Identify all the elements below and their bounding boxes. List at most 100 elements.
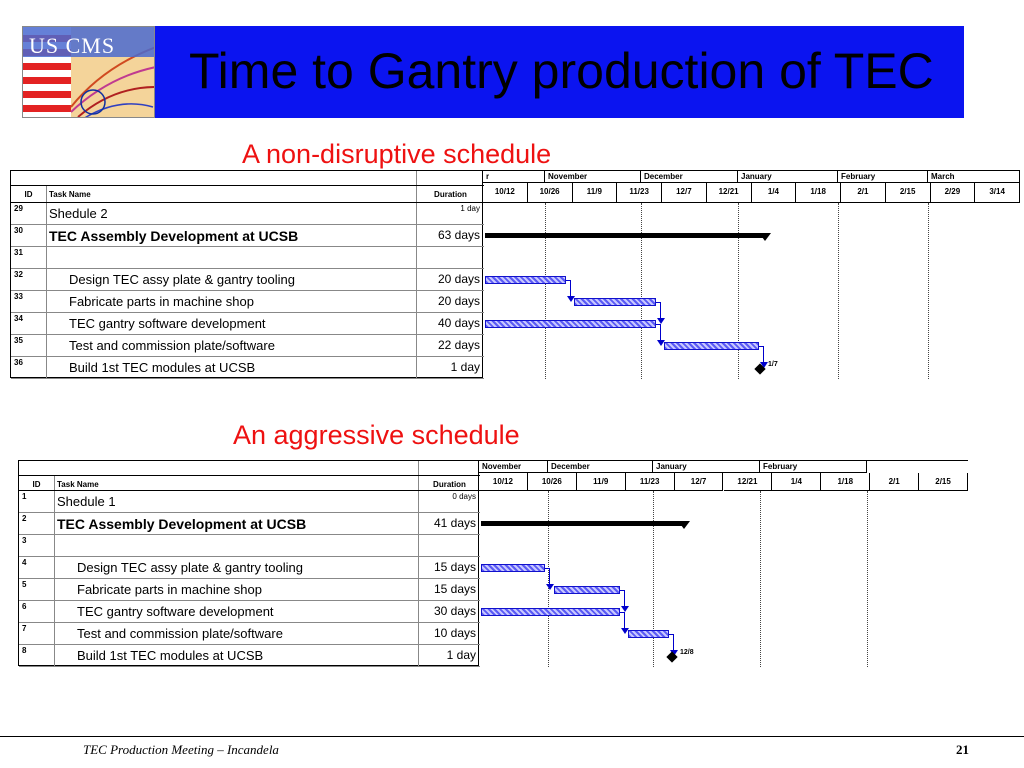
week-header: 1/4	[751, 183, 797, 203]
summary-bar-end	[678, 521, 690, 529]
dependency-arrow	[546, 584, 554, 590]
week-header: 11/23	[617, 183, 662, 203]
month-header: January	[738, 171, 838, 183]
task-bar	[481, 608, 620, 616]
task-name: Build 1st TEC modules at UCSB	[55, 645, 419, 666]
task-name: Test and commission plate/software	[47, 335, 417, 356]
month-gridline	[760, 491, 761, 667]
week-header: 10/26	[527, 473, 577, 491]
week-header: 2/29	[930, 183, 976, 203]
task-id: 29	[11, 203, 47, 224]
title-banner: Time to Gantry production of TEC	[155, 26, 964, 118]
task-id: 8	[19, 645, 55, 666]
month-header: February	[760, 461, 867, 473]
task-duration: 30 days	[433, 604, 476, 618]
timeline-area: November December January February 10/12 10/2…	[479, 460, 968, 667]
week-header: 2/15	[885, 183, 931, 203]
logo-text: US CMS	[29, 33, 116, 58]
table-row: 6 TEC gantry software development 30 days	[19, 601, 480, 623]
dependency-link	[545, 568, 550, 569]
slide-title: Time to Gantry production of TEC	[189, 43, 934, 99]
task-duration: 20 days	[437, 272, 480, 286]
dependency-link	[570, 280, 571, 300]
dependency-link	[656, 324, 661, 325]
dependency-link	[759, 346, 764, 347]
table-row: 2 TEC Assembly Development at UCSB 41 days	[19, 513, 480, 535]
header-top-band	[19, 461, 419, 475]
month-header: November	[479, 461, 548, 473]
task-name: TEC gantry software development	[55, 601, 419, 622]
task-name: Fabricate parts in machine shop	[47, 291, 417, 312]
table-row: 3	[19, 535, 480, 557]
summary-bar	[485, 233, 765, 238]
week-header: 2/1	[841, 183, 886, 203]
month-header: r	[483, 171, 545, 183]
task-name: Shedule 2	[47, 203, 417, 224]
week-header: 12/7	[674, 473, 724, 491]
summary-bar	[481, 521, 684, 526]
table-row: 5 Fabricate parts in machine shop 15 days	[19, 579, 480, 601]
task-duration: 40 days	[437, 316, 480, 330]
task-id: 30	[11, 225, 47, 246]
dependency-link	[624, 590, 625, 610]
dependency-link	[566, 280, 571, 281]
month-gridline	[838, 203, 839, 379]
dependency-link	[656, 302, 661, 303]
task-name: Design TEC assy plate & gantry tooling	[47, 269, 417, 290]
task-id: 7	[19, 623, 55, 644]
dependency-arrow	[567, 296, 575, 302]
task-duration: 63 days	[437, 228, 480, 242]
dependency-arrow	[760, 362, 768, 368]
dependency-link	[660, 324, 661, 344]
task-duration: 0 days	[452, 492, 476, 501]
dependency-link	[624, 612, 625, 632]
month-gridline	[545, 203, 546, 379]
task-id: 6	[19, 601, 55, 622]
task-id: 33	[11, 291, 47, 312]
week-header: 10/26	[527, 183, 573, 203]
table-row: 29 Shedule 2 1 day	[11, 203, 484, 225]
month-header: March	[928, 171, 1020, 183]
dependency-link	[549, 568, 550, 588]
task-duration: 20 days	[437, 294, 480, 308]
month-gridline	[548, 491, 549, 667]
table-row: 8 Build 1st TEC modules at UCSB 1 day	[19, 645, 480, 667]
task-bar	[554, 586, 620, 594]
task-bar	[485, 320, 656, 328]
timeline-area: r November December January February March 10/…	[483, 170, 1020, 379]
week-header: 1/18	[796, 183, 841, 203]
footer-text: TEC Production Meeting – Incandela	[83, 742, 279, 757]
week-header: 2/1	[870, 473, 920, 491]
task-table-header: ID Task Name Duration	[11, 185, 484, 203]
task-bar	[485, 276, 566, 284]
month-gridline	[653, 491, 654, 667]
task-duration: 10 days	[433, 626, 476, 640]
schedule-2-heading: An aggressive schedule	[233, 420, 520, 450]
summary-bar-end	[759, 233, 771, 241]
page-number: 21	[956, 742, 969, 757]
dependency-link	[620, 612, 625, 613]
month-header: December	[548, 461, 653, 473]
dependency-link	[620, 590, 625, 591]
task-duration	[419, 535, 480, 556]
header-id: ID	[19, 476, 55, 490]
table-row: 30 TEC Assembly Development at UCSB 63 day…	[11, 225, 484, 247]
week-header: 12/21	[706, 183, 752, 203]
us-cms-logo: US CMS	[22, 26, 155, 118]
month-gridline	[928, 203, 929, 379]
week-header: 2/15	[919, 473, 968, 491]
month-header: January	[653, 461, 760, 473]
week-header: 1/4	[772, 473, 822, 491]
week-header: 10/12	[479, 473, 528, 491]
table-row: 4 Design TEC assy plate & gantry tooling 1…	[19, 557, 480, 579]
table-row: 36 Build 1st TEC modules at UCSB 1 day	[11, 357, 484, 379]
task-id: 3	[19, 535, 55, 556]
task-bar	[481, 564, 545, 572]
schedule-1-heading: A non-disruptive schedule	[242, 139, 552, 169]
week-header: 10/12	[483, 183, 528, 203]
month-gridline	[738, 203, 739, 379]
header-id: ID	[11, 186, 47, 202]
table-row: 34 TEC gantry software development 40 days	[11, 313, 484, 335]
